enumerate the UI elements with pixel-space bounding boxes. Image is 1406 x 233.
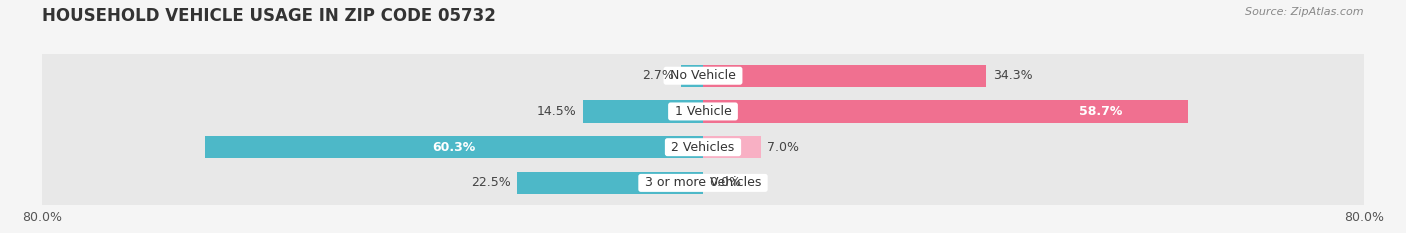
Text: 3 or more Vehicles: 3 or more Vehicles — [641, 176, 765, 189]
Text: HOUSEHOLD VEHICLE USAGE IN ZIP CODE 05732: HOUSEHOLD VEHICLE USAGE IN ZIP CODE 0573… — [42, 7, 496, 25]
Bar — [583, 100, 703, 123]
Text: 58.7%: 58.7% — [1078, 105, 1122, 118]
FancyBboxPatch shape — [38, 106, 1368, 188]
Bar — [681, 65, 703, 87]
Text: 1 Vehicle: 1 Vehicle — [671, 105, 735, 118]
Text: 2.7%: 2.7% — [643, 69, 673, 82]
Text: 14.5%: 14.5% — [537, 105, 576, 118]
Text: 7.0%: 7.0% — [768, 141, 800, 154]
Text: 22.5%: 22.5% — [471, 176, 510, 189]
Bar — [703, 100, 1188, 123]
FancyBboxPatch shape — [38, 70, 1368, 153]
Text: Source: ZipAtlas.com: Source: ZipAtlas.com — [1246, 7, 1364, 17]
Text: 0.0%: 0.0% — [710, 176, 741, 189]
Bar — [205, 136, 703, 158]
Text: 60.3%: 60.3% — [432, 141, 475, 154]
Bar — [703, 65, 987, 87]
Text: 34.3%: 34.3% — [993, 69, 1032, 82]
FancyBboxPatch shape — [38, 142, 1368, 224]
Bar — [517, 172, 703, 194]
Text: 2 Vehicles: 2 Vehicles — [668, 141, 738, 154]
Bar — [703, 136, 761, 158]
Text: No Vehicle: No Vehicle — [666, 69, 740, 82]
FancyBboxPatch shape — [38, 35, 1368, 117]
